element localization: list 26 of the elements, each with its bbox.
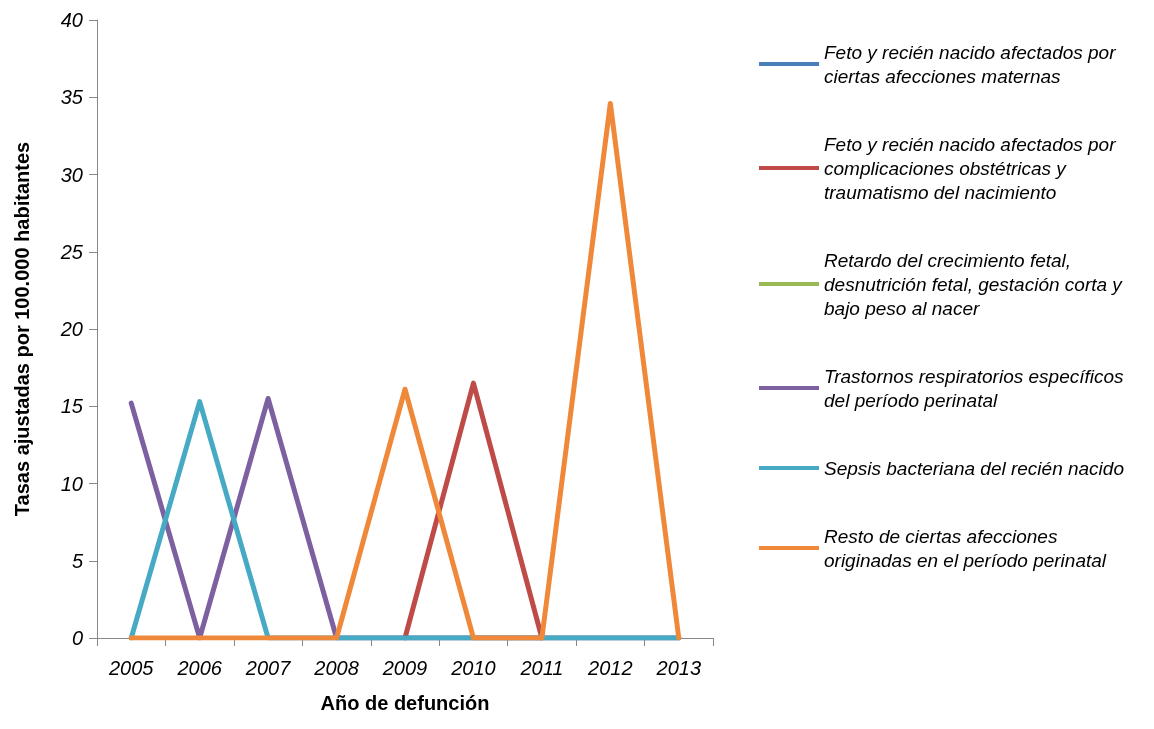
x-tick-label: 2013: [655, 657, 702, 679]
x-tick-label: 2007: [244, 657, 292, 679]
legend-label: Feto y recién nacido afectados por complicaciones obstétricas y traumatismo del nacimiento: [824, 133, 1121, 203]
legend-label: Resto de ciertas afecciones originadas en el período perinatal: [824, 525, 1107, 571]
x-tick-label: 2006: [176, 657, 223, 679]
x-tick-label: 2009: [381, 657, 428, 679]
legend-label: Trastornos respiratorios específicos del período perinatal: [824, 365, 1129, 411]
legend-label: Retardo del crecimiento fetal, desnutrición fetal, gestación corta y bajo peso al nacer: [824, 249, 1128, 319]
y-tick-label: 30: [60, 163, 83, 186]
y-tick-label: 0: [71, 627, 83, 649]
y-tick-label: 20: [59, 318, 83, 340]
legend-label: Feto y recién nacido afectados por ciertas afecciones maternas: [824, 41, 1121, 87]
y-tick-label: 35: [60, 86, 84, 109]
x-tick-label: 2012: [587, 657, 633, 679]
y-tick-label: 10: [60, 472, 83, 495]
legend-label: Sepsis bacteriana del recién nacido: [824, 457, 1124, 479]
y-tick-label: 5: [71, 549, 84, 572]
x-axis-title: Año de defunción: [320, 692, 490, 714]
y-tick-label: 15: [60, 395, 84, 418]
x-tick-label: 2005: [107, 657, 155, 679]
y-tick-label: 25: [59, 240, 84, 263]
x-tick-label: 2011: [519, 657, 564, 679]
x-tick-label: 2010: [450, 657, 496, 679]
x-tick-label: 2008: [313, 657, 359, 679]
y-axis-title: Tasas ajustadas por 100.000 habitantes: [11, 141, 33, 517]
y-tick-label: 40: [60, 9, 83, 31]
